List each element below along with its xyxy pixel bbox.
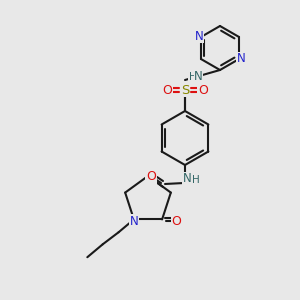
Text: S: S xyxy=(181,83,189,97)
Text: H: H xyxy=(189,72,196,82)
Text: N: N xyxy=(237,52,245,65)
Text: O: O xyxy=(198,83,208,97)
Text: H: H xyxy=(192,175,200,185)
Text: N: N xyxy=(195,29,203,43)
Text: O: O xyxy=(146,170,156,184)
Text: O: O xyxy=(171,215,181,228)
Text: N: N xyxy=(194,70,203,83)
Text: O: O xyxy=(162,83,172,97)
Text: N: N xyxy=(130,215,138,228)
Text: N: N xyxy=(183,172,191,185)
